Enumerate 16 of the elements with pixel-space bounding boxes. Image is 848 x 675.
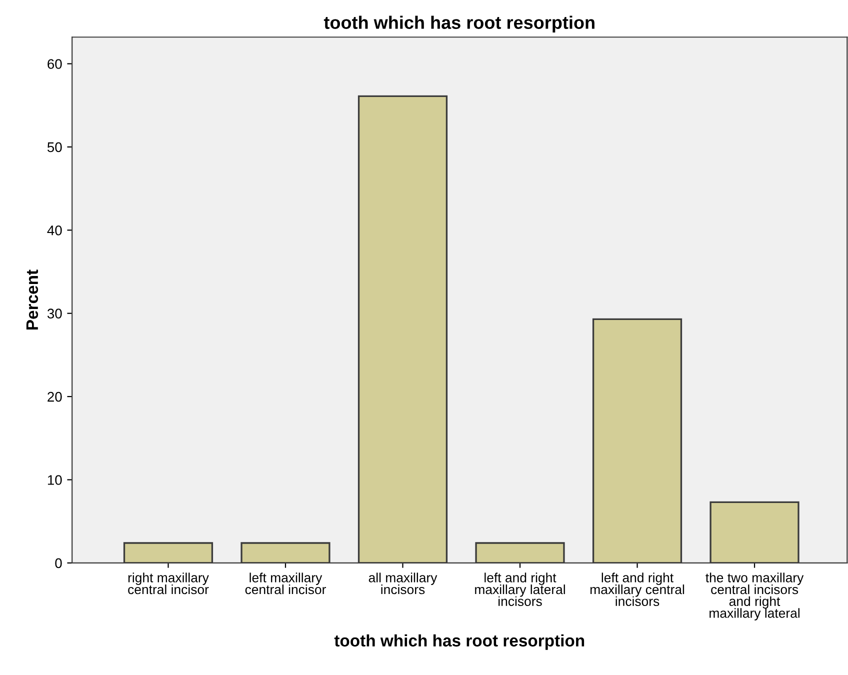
x-axis-title: tooth which has root resorption bbox=[334, 634, 584, 650]
y-tick-label: 30 bbox=[47, 308, 62, 319]
x-tick-label: left and right maxillary lateral incisors bbox=[475, 572, 565, 606]
y-axis-title: Percent bbox=[26, 270, 38, 330]
x-tick-label: left and right maxillary central incisors bbox=[590, 572, 684, 606]
x-tick-label: all maxillary incisors bbox=[368, 572, 438, 594]
chart-title: tooth which has root resorption bbox=[324, 16, 594, 33]
x-tick-label: the two maxillary central incisors and right maxillary lateral bbox=[706, 572, 804, 620]
y-tick-label: 60 bbox=[48, 59, 62, 69]
y-tick-label: 0 bbox=[55, 558, 62, 568]
y-tick-label: 10 bbox=[48, 475, 62, 485]
y-tick-label: 20 bbox=[48, 392, 62, 402]
x-tick-label: left maxillary central incisor bbox=[245, 572, 326, 594]
y-tick-label: 50 bbox=[47, 142, 62, 152]
y-tick-label: 40 bbox=[47, 225, 62, 236]
x-tick-label: right maxillary central incisor bbox=[128, 572, 209, 594]
